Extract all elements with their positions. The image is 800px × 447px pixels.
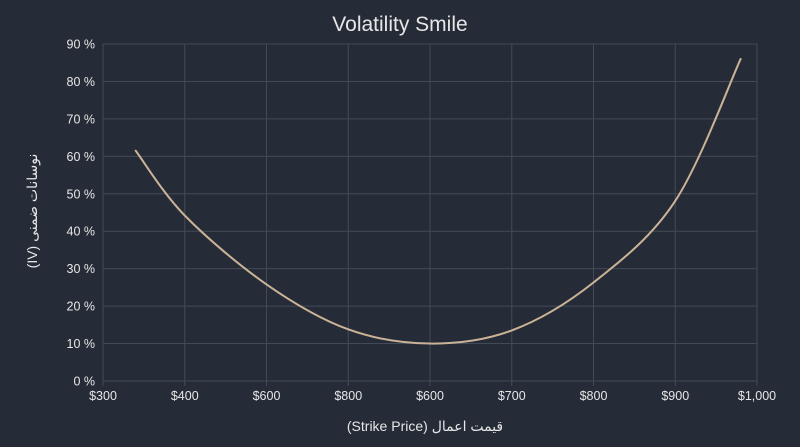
series-line [134, 57, 742, 345]
y-tick-label: 0 % [73, 375, 95, 389]
y-tick-label: 90 % [67, 38, 96, 52]
x-tick-label: $800 [334, 389, 362, 403]
data-point [134, 149, 137, 152]
data-point [183, 214, 186, 217]
data-point [429, 342, 431, 345]
x-tick-label: $900 [661, 389, 689, 403]
x-tick-label: $1,000 [738, 389, 776, 403]
chart-title: Volatility Smile [332, 13, 467, 36]
data-point [510, 329, 513, 332]
y-tick-label: 50 % [67, 187, 96, 201]
x-tick-label: $400 [171, 389, 199, 403]
data-point [674, 200, 677, 202]
x-tick-label: $600 [253, 389, 281, 403]
y-tick-label: 40 % [67, 225, 96, 239]
y-axis-label: (IV) نوسانات ضمنی [24, 154, 41, 269]
y-tick-label: 10 % [67, 337, 96, 351]
x-tick-label: $300 [89, 389, 117, 403]
data-point [347, 328, 350, 331]
y-tick-label: 70 % [67, 112, 96, 126]
data-point [739, 58, 742, 60]
y-tick-label: 80 % [67, 75, 96, 89]
data-point [592, 281, 595, 284]
data-point [265, 283, 268, 286]
x-tick-label: $700 [498, 389, 526, 403]
x-tick-label: $800 [580, 389, 608, 403]
tick-labels: 0 % 10 % 20 % 30 % 40 % 50 % 60 % 70 % 80 % 90 % $… [67, 38, 777, 404]
x-tick-label: $600 [416, 389, 444, 403]
series-layer [134, 57, 742, 345]
axes [102, 44, 758, 386]
y-tick-label: 30 % [67, 262, 96, 276]
x-axis-label: (Strike Price) قیمت اعمال [347, 418, 503, 434]
grid-lines [103, 43, 758, 381]
y-tick-label: 60 % [67, 150, 96, 164]
y-tick-label: 20 % [67, 300, 96, 314]
